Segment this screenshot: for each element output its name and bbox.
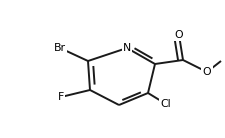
Text: F: F bbox=[58, 92, 64, 102]
Text: O: O bbox=[174, 30, 182, 40]
Text: Cl: Cl bbox=[160, 99, 171, 109]
Text: Br: Br bbox=[54, 43, 66, 53]
Text: N: N bbox=[122, 43, 130, 53]
Text: O: O bbox=[202, 67, 210, 77]
